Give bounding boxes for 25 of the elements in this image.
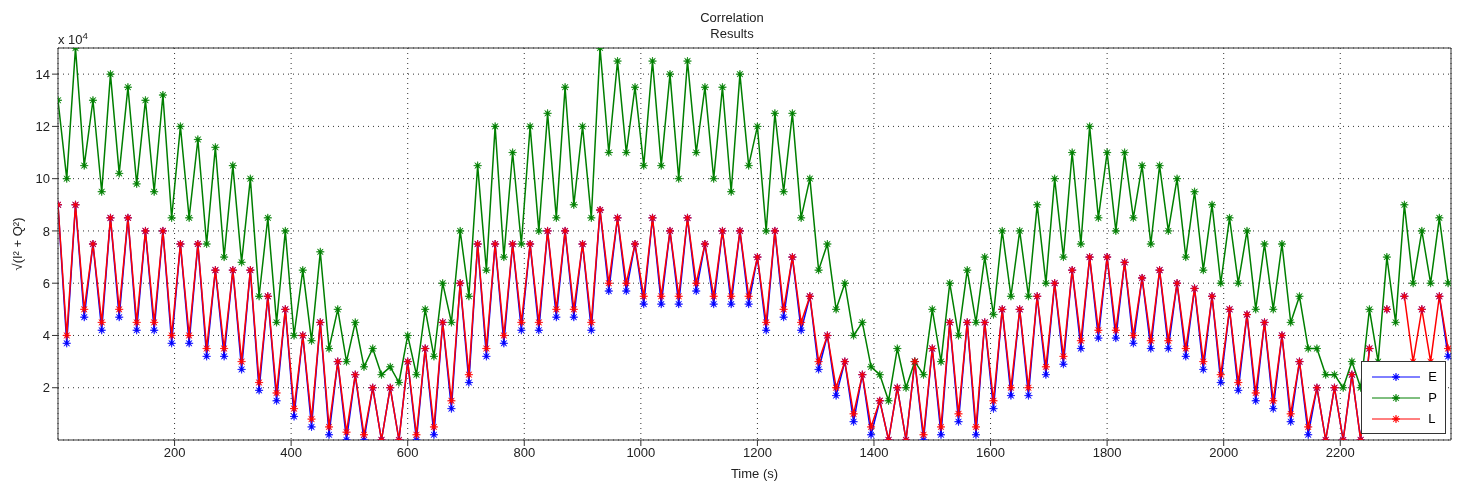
x-tick-label: 1600 xyxy=(976,445,1006,461)
text: x 10$^{4}$ xyxy=(58,29,89,47)
x-tick-label: 600 xyxy=(396,445,419,461)
y-axis-title: √(I² + Q²) xyxy=(10,217,25,271)
x-tick-label: 800 xyxy=(513,445,536,461)
y-tick-label: 6 xyxy=(42,275,50,291)
y-tick-label: 8 xyxy=(42,223,50,239)
y-tick-label: 12 xyxy=(35,119,50,135)
y-tick-label: 14 xyxy=(35,66,50,82)
x-tick-label: 1000 xyxy=(626,445,656,461)
legend-label: P xyxy=(1428,390,1437,405)
x-tick-label: 400 xyxy=(280,445,302,461)
chart-title: Correlation Results xyxy=(700,10,764,41)
x-tick-label: 200 xyxy=(163,445,186,461)
x-tick-label: 2200 xyxy=(1325,445,1355,461)
x-tick-label: 2000 xyxy=(1209,445,1239,461)
legend-label: L xyxy=(1428,411,1436,426)
x-tick-label: 1800 xyxy=(1092,445,1122,461)
legend-label: E xyxy=(1428,369,1437,384)
y-tick-label: 2 xyxy=(42,380,50,396)
x-tick-label: 1400 xyxy=(859,445,889,461)
x-axis-title: Time (s) xyxy=(730,466,779,481)
x-tick-label: 1200 xyxy=(742,445,772,461)
y-tick-label: 10 xyxy=(35,171,50,187)
y-tick-label: 4 xyxy=(42,328,50,344)
